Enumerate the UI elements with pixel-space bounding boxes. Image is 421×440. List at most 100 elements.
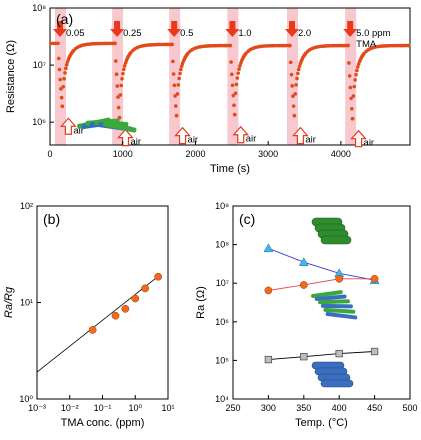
data-point bbox=[120, 77, 124, 81]
data-point bbox=[235, 76, 240, 80]
data-point bbox=[111, 311, 120, 320]
data-point bbox=[122, 67, 126, 72]
data-point bbox=[115, 84, 120, 88]
data-point bbox=[118, 93, 123, 97]
x-tick-label: 300 bbox=[261, 403, 276, 413]
rod-shape bbox=[320, 379, 354, 388]
y-tick-label: 10⁹ bbox=[215, 201, 229, 211]
nanostructure-image-c-mid bbox=[311, 290, 358, 320]
data-point bbox=[59, 87, 63, 91]
data-point bbox=[350, 116, 355, 121]
x-axis-label: Time (s) bbox=[210, 163, 250, 175]
y-tick-label: 10⁰ bbox=[19, 394, 33, 404]
data-point bbox=[88, 326, 97, 334]
data-point bbox=[352, 84, 357, 89]
data-point bbox=[296, 67, 301, 72]
nanostructure-image-c-top bbox=[311, 217, 352, 245]
data-point bbox=[237, 67, 241, 71]
nanostructure-image-c-bottom bbox=[311, 361, 354, 388]
pulse-band bbox=[55, 8, 66, 145]
pulse-band bbox=[227, 8, 239, 145]
data-point bbox=[232, 103, 236, 108]
data-point bbox=[355, 65, 360, 69]
y-axis-label: Ra (Ω) bbox=[195, 286, 207, 319]
pulse-band bbox=[112, 8, 124, 145]
air-label: air bbox=[364, 138, 375, 149]
air-label: air bbox=[188, 135, 199, 146]
x-axis-label: TMA conc. (ppm) bbox=[61, 417, 145, 429]
x-tick-label: 400 bbox=[332, 403, 347, 413]
x-tick-label: 10⁻¹ bbox=[94, 403, 112, 413]
data-point bbox=[64, 66, 68, 71]
air-arrow bbox=[350, 129, 367, 148]
gas-on-arrow bbox=[167, 21, 182, 37]
x-tick-label: 0 bbox=[47, 149, 52, 159]
air-arrow bbox=[174, 126, 191, 145]
concentration-label: 0.25 bbox=[123, 28, 142, 39]
data-point bbox=[121, 304, 130, 313]
data-point bbox=[176, 83, 181, 87]
data-point bbox=[56, 56, 61, 61]
data-point bbox=[297, 64, 302, 68]
data-point bbox=[119, 83, 123, 88]
data-point bbox=[230, 83, 235, 88]
x-tick-label: 450 bbox=[367, 403, 382, 413]
data-point bbox=[293, 92, 298, 96]
plot-frame-a bbox=[49, 7, 411, 146]
x-tick-label: 250 bbox=[225, 403, 240, 413]
data-point bbox=[121, 71, 125, 76]
data-point bbox=[233, 91, 238, 96]
data-point bbox=[60, 104, 65, 109]
pulse-band bbox=[169, 8, 181, 145]
x-tick-label: 10⁻³ bbox=[28, 403, 46, 413]
x-tick-label: 3000 bbox=[258, 149, 278, 159]
y-tick-label: 10⁴ bbox=[215, 394, 229, 404]
y-tick-label: 10² bbox=[20, 201, 33, 211]
x-tick-label: 350 bbox=[296, 403, 311, 413]
data-point bbox=[231, 93, 236, 98]
data-point bbox=[236, 71, 241, 75]
data-point bbox=[141, 284, 149, 293]
data-point bbox=[174, 104, 178, 108]
data-point bbox=[116, 105, 121, 110]
gas-on-arrow bbox=[225, 21, 240, 37]
data-point bbox=[264, 355, 273, 364]
data-point bbox=[346, 43, 350, 48]
gas-on-arrow bbox=[110, 21, 125, 37]
data-point bbox=[234, 82, 239, 87]
data-point bbox=[351, 94, 356, 98]
data-point bbox=[114, 72, 119, 77]
concentration-label: 1.0 bbox=[238, 28, 251, 39]
fit-line bbox=[36, 273, 161, 373]
y-tick-label: 10⁷ bbox=[33, 60, 46, 70]
data-point bbox=[347, 61, 351, 65]
air-label: air bbox=[130, 137, 141, 148]
data-point bbox=[122, 64, 127, 68]
series-line bbox=[268, 278, 375, 291]
x-tick-label: 4000 bbox=[331, 149, 351, 159]
series-line bbox=[268, 247, 375, 281]
y-tick-label: 10⁶ bbox=[215, 317, 229, 327]
data-point bbox=[348, 85, 353, 90]
data-point bbox=[59, 95, 64, 100]
data-point bbox=[264, 286, 273, 295]
data-point bbox=[228, 43, 233, 48]
data-point bbox=[370, 274, 379, 283]
air-arrow bbox=[60, 117, 77, 135]
data-point bbox=[288, 60, 293, 65]
data-point bbox=[171, 59, 175, 64]
rod-shape bbox=[325, 312, 358, 320]
data-point bbox=[230, 72, 234, 77]
gas-on-arrow bbox=[343, 21, 358, 37]
data-point bbox=[353, 78, 357, 82]
air-arrow bbox=[232, 125, 250, 144]
data-point bbox=[291, 104, 296, 108]
concentration-label: TMA bbox=[356, 39, 377, 50]
data-point bbox=[171, 72, 176, 76]
y-tick-label: 10⁵ bbox=[215, 355, 229, 365]
rod-shape bbox=[318, 299, 350, 305]
concentration-label: 2.0 bbox=[298, 28, 311, 39]
data-point bbox=[355, 68, 359, 73]
data-point bbox=[289, 72, 294, 77]
data-point bbox=[131, 294, 140, 303]
